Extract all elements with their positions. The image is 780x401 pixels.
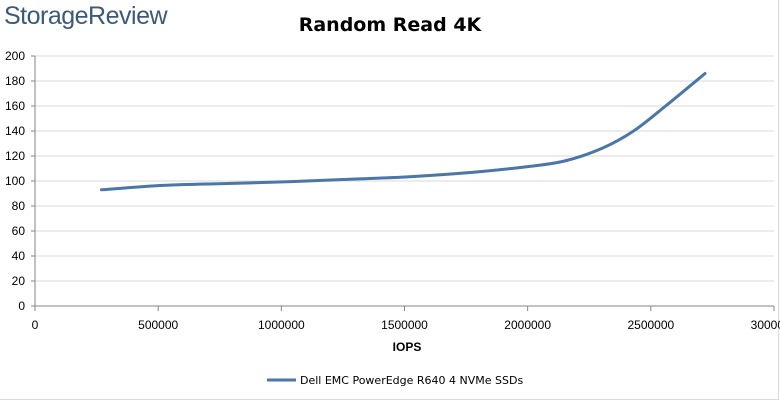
y-tick-label: 180 [5, 74, 25, 88]
y-tick-label: 0 [18, 299, 25, 313]
series-line-0 [100, 72, 707, 192]
y-tick-label: 40 [12, 249, 26, 263]
x-tick-label: 1000000 [258, 318, 305, 332]
y-tick-labels: 0 20 40 60 80 100 120 140 160 180 200 [5, 49, 25, 313]
legend: Dell EMC PowerEdge R640 4 NVMe SSDs [267, 374, 523, 387]
x-axis-label: IOPS [393, 340, 422, 354]
axes [31, 55, 775, 311]
x-tick-label: 3000000 [751, 318, 780, 332]
y-tick-label: 60 [12, 224, 26, 238]
storagereview-logo: StorageReview [4, 2, 168, 30]
y-tick-label: 20 [12, 274, 26, 288]
y-tick-label: 140 [5, 124, 25, 138]
series-lines [100, 72, 707, 192]
chart-title: Random Read 4K [298, 14, 482, 36]
y-tick-label: 120 [5, 149, 25, 163]
x-tick-label: 0 [32, 318, 39, 332]
legend-label: Dell EMC PowerEdge R640 4 NVMe SSDs [300, 374, 523, 387]
x-tick-label: 500000 [138, 318, 178, 332]
y-tick-label: 160 [5, 99, 25, 113]
y-tick-label: 80 [12, 199, 26, 213]
x-tick-label: 1500000 [381, 318, 428, 332]
x-tick-labels: 0 500000 1000000 1500000 2000000 2500000 30000… [32, 318, 780, 332]
y-tick-label: 100 [5, 174, 25, 188]
gridlines [35, 55, 774, 282]
x-tick-label: 2500000 [627, 318, 674, 332]
x-tick-label: 2000000 [504, 318, 551, 332]
y-tick-label: 200 [5, 49, 25, 63]
